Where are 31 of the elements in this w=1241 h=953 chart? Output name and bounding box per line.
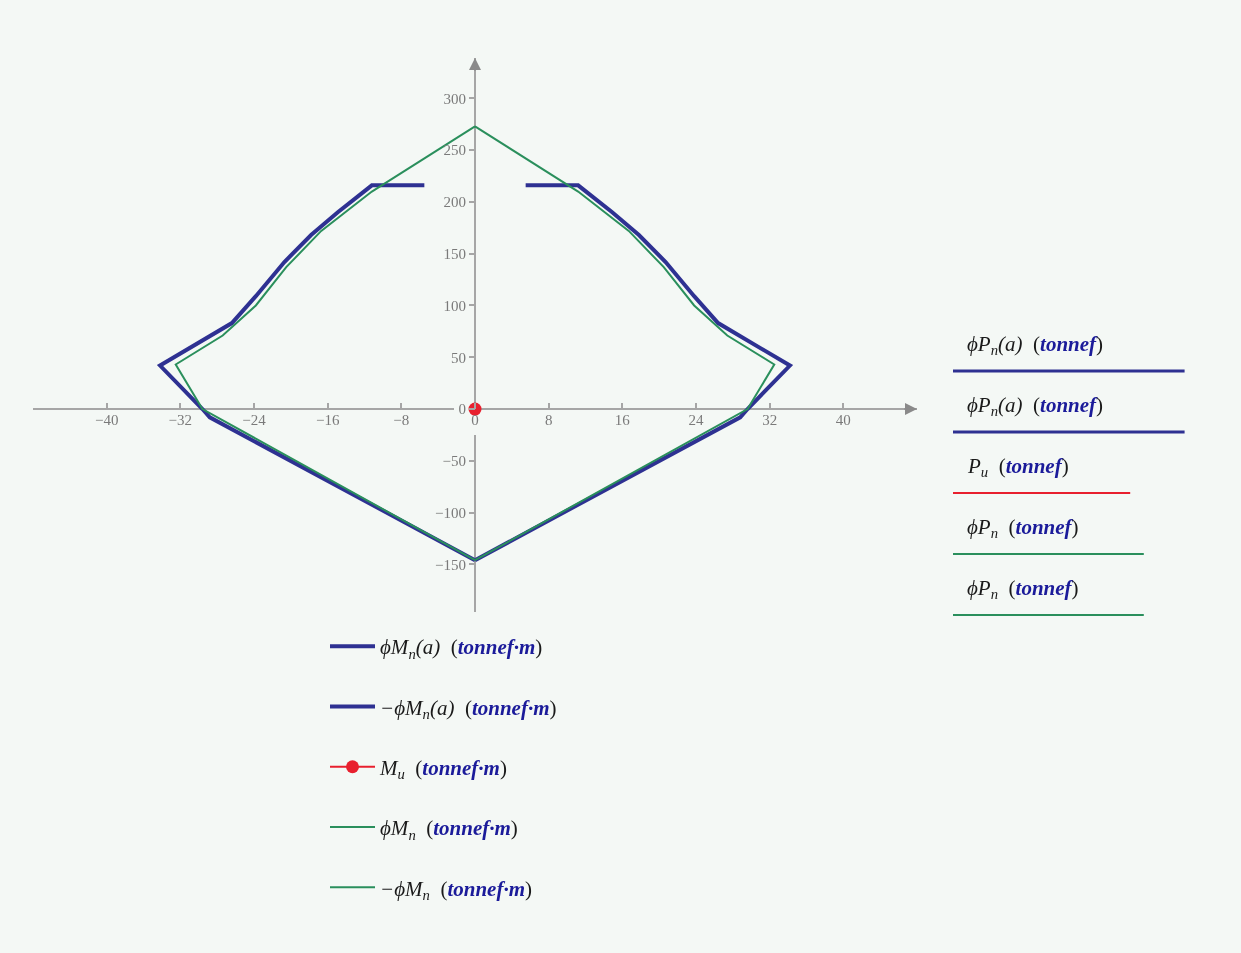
legend-label: ϕM$_{n}$ (tonnef·m)	[380, 816, 518, 843]
x-tick-label: 0	[471, 412, 479, 429]
y-tick-label: −50	[442, 453, 466, 470]
y-tick-label: 200	[443, 194, 466, 211]
legend-label: −ϕM$_{n}$(a) (tonnef·m)	[380, 695, 557, 723]
x-tick-label: 40	[835, 412, 851, 429]
y-tick-label: 100	[443, 297, 466, 314]
legend-label: M$_{u}$ (tonnef·m)	[379, 755, 507, 783]
y-tick-label: −100	[435, 504, 466, 521]
x-tick-label: −16	[315, 412, 340, 429]
y-tick-label: 250	[443, 142, 466, 159]
text: ϕP$_{n}$ (tonnef)	[967, 515, 1079, 542]
x-tick-label: −8	[393, 412, 410, 429]
text: ϕP$_{n}$(a) (tonnef)	[967, 393, 1104, 420]
y-tick-label: 300	[443, 90, 466, 107]
y-tick-label: −150	[435, 556, 466, 573]
legend-label: ϕM$_{n}$(a) (tonnef·m)	[380, 635, 543, 662]
text: ϕP$_{n}$ (tonnef)	[967, 576, 1079, 603]
legend-label: −ϕM$_{n}$ (tonnef·m)	[380, 876, 532, 903]
text: ϕP$_{n}$(a) (tonnef)	[967, 332, 1104, 359]
x-tick-label: 32	[762, 412, 778, 429]
x-tick-label: 8	[544, 412, 553, 429]
text: P$_{u}$ (tonnef)	[967, 454, 1069, 481]
y-tick-label: 150	[443, 245, 466, 262]
x-tick-label: −40	[94, 412, 119, 429]
x-tick-label: 24	[688, 412, 704, 429]
x-tick-label: 16	[614, 412, 631, 429]
y-tick-label: 0	[458, 401, 466, 418]
x-tick-label: −32	[168, 412, 193, 429]
x-tick-label: −24	[242, 412, 267, 429]
y-tick-label: 50	[451, 349, 466, 366]
